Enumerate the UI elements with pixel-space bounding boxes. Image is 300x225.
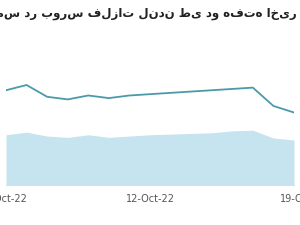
Text: 12-Oct-22: 12-Oct-22 — [125, 194, 175, 204]
Text: 19-Oc: 19-Oc — [280, 194, 300, 204]
Text: نمودار1- روند قیمت و موجودی انبار مس در بورس فلزات لندن طی دو هفته اخیر: نمودار1- روند قیمت و موجودی انبار مس در … — [0, 7, 297, 20]
Text: 5-Oct-22: 5-Oct-22 — [0, 194, 27, 204]
